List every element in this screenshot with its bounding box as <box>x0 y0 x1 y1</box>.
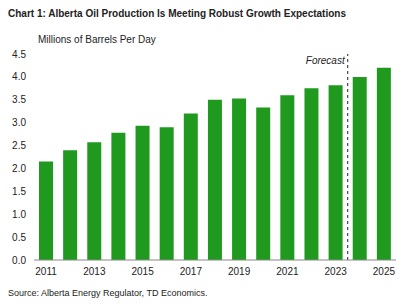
svg-text:0.5: 0.5 <box>12 232 26 243</box>
svg-text:2017: 2017 <box>180 266 203 277</box>
svg-text:Forecast: Forecast <box>306 55 346 66</box>
svg-text:0.0: 0.0 <box>12 255 26 266</box>
html-text:Source: Alberta Energy Regulat: Source: Alberta Energy Regulator, TD Eco… <box>8 288 208 298</box>
svg-text:4.0: 4.0 <box>12 71 26 82</box>
svg-text:4.5: 4.5 <box>12 50 26 60</box>
svg-text:2.5: 2.5 <box>12 140 26 151</box>
svg-text:2025: 2025 <box>373 266 396 277</box>
html-text:Chart 1: Alberta Oil Productio: Chart 1: Alberta Oil Production Is Meeti… <box>8 8 346 19</box>
svg-text:1.5: 1.5 <box>12 186 26 197</box>
svg-text:2013: 2013 <box>83 266 106 277</box>
svg-text:2023: 2023 <box>325 266 348 277</box>
svg-text:1.0: 1.0 <box>12 209 26 220</box>
svg-text:3.5: 3.5 <box>12 94 26 105</box>
svg-text:2011: 2011 <box>35 266 57 277</box>
svg-text:3.0: 3.0 <box>12 117 26 128</box>
svg-text:2.0: 2.0 <box>12 163 26 174</box>
svg-text:2021: 2021 <box>276 266 299 277</box>
svg-text:2015: 2015 <box>131 266 154 277</box>
svg-text:2019: 2019 <box>228 266 251 277</box>
html-text:Millions of Barrels Per Day: Millions of Barrels Per Day <box>38 34 156 45</box>
